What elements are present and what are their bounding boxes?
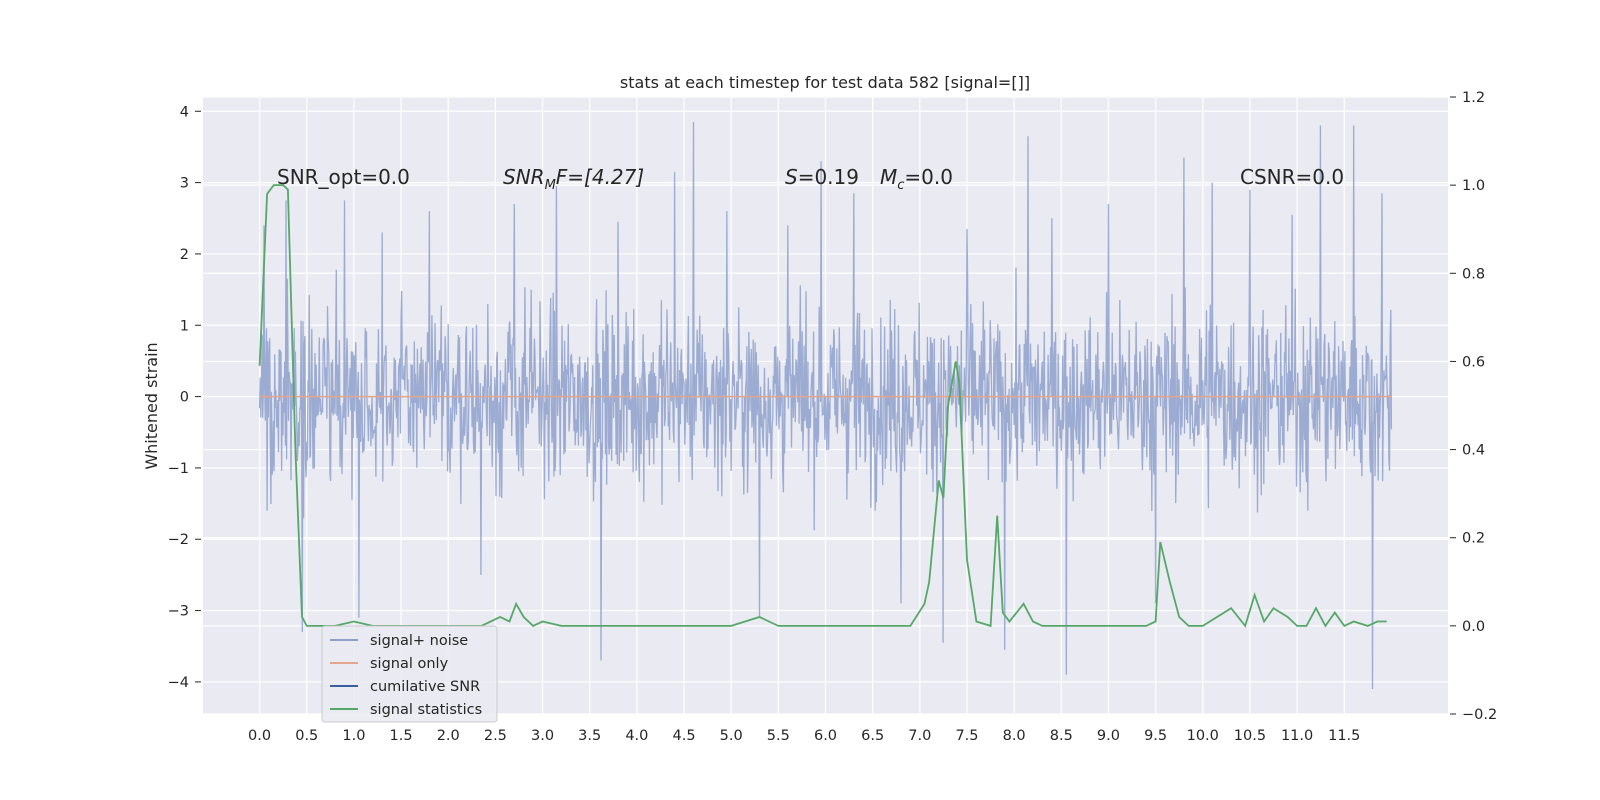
- annotation-snr-mf-post: F=[4.27]: [556, 165, 644, 189]
- x-tick-label: 4.5: [672, 728, 695, 744]
- annotation-mc: Mc=0.0: [880, 165, 953, 193]
- y-axis-label: Whitened strain: [142, 342, 161, 469]
- chart-title: stats at each timestep for test data 582…: [620, 73, 1030, 92]
- x-tick-label: 6.5: [861, 728, 884, 744]
- legend-label: signal only: [370, 656, 449, 672]
- y-tick-label: 3: [180, 176, 189, 192]
- x-tick-label: 1.0: [342, 728, 365, 744]
- y-tick-label: 1: [180, 318, 189, 334]
- x-tick-label: 8.5: [1050, 728, 1073, 744]
- annotation-mc-sub: c: [897, 178, 904, 193]
- annotation-csnr: CSNR=0.0: [1240, 165, 1344, 189]
- x-tick-label: 10.5: [1234, 728, 1266, 744]
- x-tick-label: 7.0: [908, 728, 931, 744]
- annotation-s: S=0.19: [785, 165, 859, 189]
- y-tick-label: 4: [180, 104, 189, 120]
- legend-label: signal+ noise: [370, 633, 468, 649]
- y-axis-ticks: 4 3 2 1 0 −1 −2 −3 −4: [168, 104, 201, 691]
- y2-axis-ticks: 1.2 1.0 0.8 0.6 0.4 0.2 0.0 −0.2: [1450, 90, 1497, 723]
- annotation-mc-var: M: [880, 165, 897, 189]
- x-tick-label: 2.0: [437, 728, 460, 744]
- x-tick-label: 7.5: [955, 728, 978, 744]
- y2-tick-label: 0.0: [1462, 619, 1485, 635]
- y2-tick-label: 0.8: [1462, 266, 1485, 282]
- x-tick-label: 4.0: [625, 728, 648, 744]
- signal-noise-series: [258, 121, 1393, 690]
- x-tick-label: 2.5: [484, 728, 507, 744]
- legend-box: [321, 625, 498, 723]
- annotation-snr-mf: SNRMF=[4.27]: [503, 165, 644, 193]
- x-tick-label: 10.0: [1187, 728, 1219, 744]
- y2-tick-label: 0.4: [1462, 443, 1485, 459]
- annotation-snr-mf-var: SNR: [503, 165, 545, 189]
- y2-tick-label: 1.2: [1462, 90, 1485, 106]
- legend-label: cumilative SNR: [370, 679, 480, 695]
- y2-tick-label: 1.0: [1462, 178, 1485, 194]
- x-tick-label: 9.0: [1097, 728, 1120, 744]
- y2-tick-label: −0.2: [1462, 707, 1497, 723]
- x-tick-label: 3.5: [578, 728, 601, 744]
- y-tick-label: 0: [180, 390, 189, 406]
- annotation-s-val: =0.19: [798, 165, 859, 189]
- x-tick-label: 8.0: [1003, 728, 1026, 744]
- x-tick-label: 5.5: [767, 728, 790, 744]
- annotation-mc-val: =0.0: [904, 165, 953, 189]
- y-tick-label: −1: [168, 461, 189, 477]
- y2-tick-label: 0.6: [1462, 354, 1485, 370]
- y-tick-label: −3: [168, 604, 189, 620]
- x-tick-label: 11.0: [1281, 728, 1313, 744]
- series-signal-noise-line: [258, 121, 1393, 690]
- x-tick-label: 9.5: [1144, 728, 1167, 744]
- annotation-s-var: S: [785, 165, 798, 189]
- legend: signal+ noise signal only cumilative SNR si…: [321, 625, 498, 723]
- annotation-snr-opt: SNR_opt=0.0: [277, 165, 410, 189]
- x-tick-label: 1.5: [390, 728, 413, 744]
- legend-label: signal statistics: [370, 702, 482, 718]
- y2-tick-label: 0.2: [1462, 531, 1485, 547]
- x-tick-label: 11.5: [1328, 728, 1360, 744]
- y-tick-label: −4: [168, 675, 189, 691]
- x-tick-label: 3.0: [531, 728, 554, 744]
- annotation-snr-mf-sub: M: [545, 178, 556, 193]
- x-tick-label: 5.0: [720, 728, 743, 744]
- y-tick-label: 2: [180, 247, 189, 263]
- x-tick-label: 0.5: [295, 728, 318, 744]
- x-tick-label: 6.0: [814, 728, 837, 744]
- y-tick-label: −2: [168, 532, 189, 548]
- x-tick-label: 0.0: [248, 728, 271, 744]
- x-axis-ticks: 0.0 0.5 1.0 1.5 2.0 2.5 3.0 3.5 4.0 4.5 5.0 5.5 6.0 6…: [248, 728, 1360, 744]
